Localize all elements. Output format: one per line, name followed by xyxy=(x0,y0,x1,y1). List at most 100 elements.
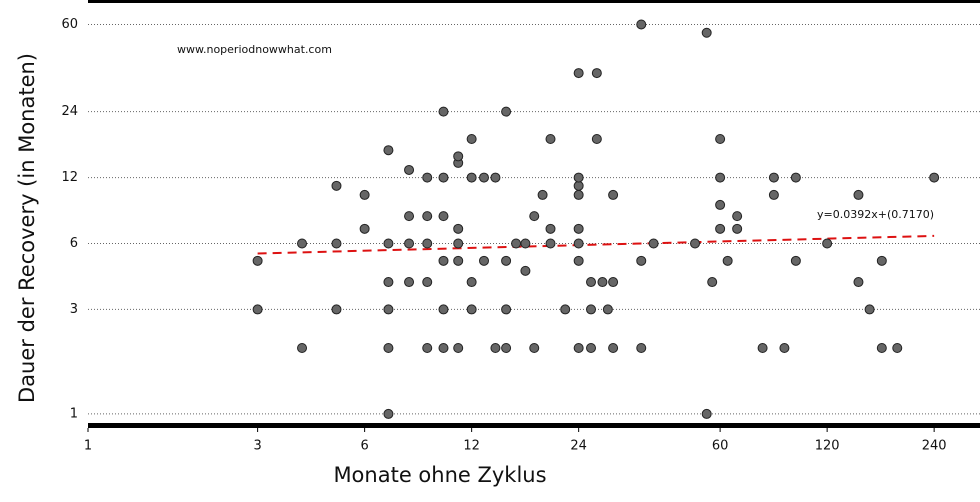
point xyxy=(597,277,608,288)
point xyxy=(853,277,864,288)
point xyxy=(757,342,768,353)
point xyxy=(715,172,726,183)
y-tick-label: 24 xyxy=(61,104,78,119)
point xyxy=(545,223,556,234)
point xyxy=(790,172,801,183)
point xyxy=(422,342,433,353)
point xyxy=(876,255,887,266)
point xyxy=(490,342,501,353)
point xyxy=(573,189,584,200)
point xyxy=(252,255,263,266)
point xyxy=(545,238,556,249)
point xyxy=(545,133,556,144)
point xyxy=(501,106,512,117)
point xyxy=(501,304,512,315)
point xyxy=(404,164,415,175)
point xyxy=(438,342,449,353)
point xyxy=(573,180,584,191)
point xyxy=(490,172,501,183)
point xyxy=(466,304,477,315)
y-tick-label: 6 xyxy=(70,236,78,251)
point xyxy=(438,172,449,183)
point xyxy=(586,277,597,288)
point xyxy=(853,189,864,200)
point xyxy=(648,238,659,249)
point xyxy=(501,342,512,353)
point xyxy=(608,342,619,353)
point xyxy=(701,27,712,38)
point xyxy=(383,408,394,419)
point xyxy=(707,277,718,288)
point xyxy=(383,342,394,353)
point xyxy=(438,211,449,222)
point xyxy=(779,342,790,353)
point xyxy=(701,408,712,419)
point xyxy=(929,172,940,183)
x-tick-label: 3 xyxy=(253,439,261,454)
point xyxy=(690,238,701,249)
point xyxy=(438,304,449,315)
y-axis-label: Dauer der Recovery (in Monaten) xyxy=(15,53,39,403)
x-tick-label: 60 xyxy=(712,439,729,454)
point xyxy=(404,277,415,288)
x-axis-line xyxy=(88,423,980,428)
point xyxy=(466,277,477,288)
point xyxy=(331,238,342,249)
point xyxy=(422,172,433,183)
point xyxy=(822,238,833,249)
source-note: www.noperiodnowwhat.com xyxy=(177,43,332,56)
point xyxy=(453,223,464,234)
point xyxy=(591,68,602,79)
top-border xyxy=(88,0,980,3)
point xyxy=(478,172,489,183)
point xyxy=(586,304,597,315)
point xyxy=(636,342,647,353)
point xyxy=(892,342,903,353)
point xyxy=(864,304,875,315)
point xyxy=(732,223,743,234)
point xyxy=(602,304,613,315)
point xyxy=(404,238,415,249)
point xyxy=(529,211,540,222)
point xyxy=(297,238,308,249)
point xyxy=(422,238,433,249)
y-tick-label: 1 xyxy=(70,406,78,421)
point xyxy=(608,189,619,200)
point xyxy=(383,238,394,249)
x-axis-label: Monate ohne Zyklus xyxy=(333,463,546,487)
point xyxy=(359,223,370,234)
point xyxy=(722,255,733,266)
point xyxy=(715,223,726,234)
point xyxy=(732,211,743,222)
point xyxy=(466,172,477,183)
point xyxy=(608,277,619,288)
x-tick-label: 120 xyxy=(815,439,840,454)
point xyxy=(520,238,531,249)
x-tick-label: 12 xyxy=(463,439,480,454)
point xyxy=(573,255,584,266)
point xyxy=(591,133,602,144)
point xyxy=(790,255,801,266)
point xyxy=(573,223,584,234)
x-tick-label: 24 xyxy=(570,439,587,454)
point xyxy=(453,255,464,266)
point xyxy=(520,265,531,276)
point xyxy=(453,238,464,249)
point xyxy=(466,133,477,144)
point xyxy=(511,238,522,249)
point xyxy=(573,68,584,79)
point xyxy=(453,342,464,353)
point xyxy=(529,342,540,353)
point xyxy=(537,189,548,200)
point xyxy=(404,211,415,222)
point xyxy=(586,342,597,353)
point xyxy=(876,342,887,353)
point xyxy=(573,172,584,183)
point xyxy=(297,342,308,353)
point xyxy=(422,277,433,288)
point xyxy=(383,277,394,288)
x-tick-label: 1 xyxy=(84,439,92,454)
point xyxy=(331,304,342,315)
trend-line xyxy=(257,234,935,255)
